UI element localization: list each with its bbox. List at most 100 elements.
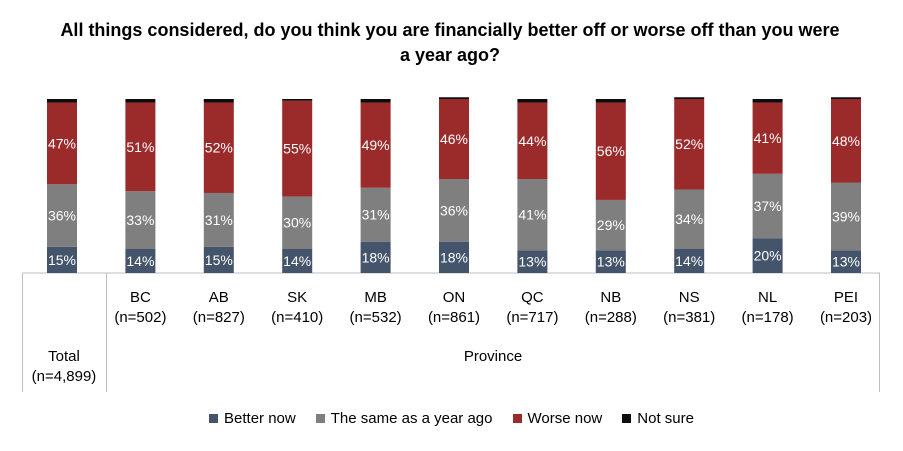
category-label-10-line1: PEI xyxy=(833,289,859,306)
data-label-better-3: 14% xyxy=(283,253,311,269)
bar-segment-better-5 xyxy=(439,241,469,273)
data-label-same-9: 37% xyxy=(754,198,782,214)
bar-segment-same-5 xyxy=(439,179,469,242)
category-label-4-line1: MB xyxy=(364,289,387,306)
data-label-same-10: 39% xyxy=(832,208,860,224)
bar-segment-same-0 xyxy=(47,184,77,247)
category-label-3-line1: SK xyxy=(287,289,308,306)
total-label-line2: (n=4,899) xyxy=(31,368,97,385)
bar-segment-better-1 xyxy=(125,248,156,273)
category-label-10-line2: (n=203) xyxy=(819,309,873,326)
bar-segment-better-2 xyxy=(203,246,234,273)
bar-segment-notsure-0 xyxy=(47,99,77,103)
category-label-4-line2: (n=532) xyxy=(349,309,402,326)
bar-segment-notsure-8 xyxy=(674,97,705,99)
data-label-worse-9: 41% xyxy=(754,130,782,146)
bar-segment-same-1 xyxy=(125,191,156,249)
data-label-better-2: 15% xyxy=(205,252,233,268)
bar-segment-better-9 xyxy=(752,238,783,273)
data-label-same-6: 41% xyxy=(518,207,546,223)
legend-swatch-better-now xyxy=(209,414,219,423)
legend-label-worse-now: Worse now xyxy=(527,410,603,427)
bar-segment-worse-5 xyxy=(439,99,469,180)
data-label-worse-8: 52% xyxy=(675,136,703,152)
bar-segment-same-3 xyxy=(282,196,313,249)
category-label-2-line1: AB xyxy=(208,289,229,306)
bar-segment-worse-7 xyxy=(595,102,626,200)
data-label-worse-10: 48% xyxy=(832,133,860,149)
bar-segment-worse-10 xyxy=(831,99,861,183)
data-label-same-3: 30% xyxy=(283,215,311,231)
data-label-worse-4: 49% xyxy=(362,137,390,153)
bar-segment-worse-9 xyxy=(752,102,783,174)
data-label-worse-1: 51% xyxy=(126,139,154,155)
category-label-8-line2: (n=381) xyxy=(663,309,716,326)
bar-segment-better-0 xyxy=(47,246,77,273)
bar-segment-worse-1 xyxy=(125,102,156,192)
category-label-6-line2: (n=717) xyxy=(506,309,559,326)
legend-item-not-sure: Not sure xyxy=(622,410,694,427)
legend-swatch-not-sure xyxy=(622,414,632,423)
bar-segment-worse-3 xyxy=(282,100,313,197)
data-label-same-2: 31% xyxy=(205,212,233,228)
category-label-3-line2: (n=410) xyxy=(271,309,324,326)
bar-segment-notsure-9 xyxy=(752,99,783,103)
bar-segment-better-10 xyxy=(831,250,861,273)
data-label-better-7: 13% xyxy=(597,254,625,270)
bar-segment-worse-4 xyxy=(360,102,391,188)
bar-segment-notsure-7 xyxy=(595,99,626,103)
bar-segment-better-6 xyxy=(517,250,548,273)
category-label-7-line2: (n=288) xyxy=(584,309,637,326)
category-label-9-line2: (n=178) xyxy=(741,309,794,326)
legend-item-worse-now: Worse now xyxy=(512,410,603,427)
data-label-worse-6: 44% xyxy=(518,133,546,149)
category-label-5-line2: (n=861) xyxy=(427,309,481,326)
bar-segment-worse-6 xyxy=(517,102,548,180)
data-label-same-1: 33% xyxy=(126,212,154,228)
bar-segment-better-7 xyxy=(595,250,626,273)
data-label-same-8: 34% xyxy=(675,211,703,227)
bar-segment-better-3 xyxy=(282,248,313,273)
bar-segment-notsure-5 xyxy=(439,97,469,99)
bar-segment-worse-8 xyxy=(674,99,705,190)
legend-label-not-sure: Not sure xyxy=(637,410,694,427)
data-label-worse-5: 46% xyxy=(440,131,468,147)
data-label-better-9: 20% xyxy=(754,248,782,264)
bar-segment-notsure-10 xyxy=(831,97,861,99)
data-label-better-4: 18% xyxy=(362,249,390,265)
category-label-7-line1: NB xyxy=(600,289,622,306)
bar-segment-notsure-1 xyxy=(125,99,156,103)
bar-segment-worse-2 xyxy=(203,102,234,193)
total-label-line1: Total xyxy=(48,348,80,365)
data-label-same-4: 31% xyxy=(362,207,390,223)
bar-segment-notsure-6 xyxy=(517,99,548,103)
province-group-label: Province xyxy=(463,348,523,365)
legend-swatch-worse-now xyxy=(512,414,522,423)
data-label-worse-2: 52% xyxy=(205,140,233,156)
category-label-2-line2: (n=827) xyxy=(192,309,245,326)
bar-segment-same-9 xyxy=(752,173,783,239)
data-label-same-7: 29% xyxy=(597,217,625,233)
data-label-better-6: 13% xyxy=(518,254,546,270)
data-label-same-5: 36% xyxy=(440,202,468,218)
category-label-8-line1: NS xyxy=(678,289,700,306)
category-label-1-line2: (n=502) xyxy=(114,309,167,326)
category-label-6-line1: QC xyxy=(521,289,544,306)
bar-segment-same-2 xyxy=(203,192,234,247)
data-label-better-1: 14% xyxy=(126,253,154,269)
category-label-1-line1: BC xyxy=(129,289,151,306)
bar-segment-same-4 xyxy=(360,187,391,242)
bar-segment-notsure-3 xyxy=(282,99,313,101)
data-label-better-10: 13% xyxy=(832,254,860,270)
data-label-better-8: 14% xyxy=(675,253,703,269)
legend-swatch-same xyxy=(315,414,325,423)
data-label-worse-0: 47% xyxy=(48,135,76,151)
bar-segment-same-8 xyxy=(674,189,705,249)
chart-title: All things considered, do you think you … xyxy=(60,20,840,65)
bar-segment-notsure-4 xyxy=(360,99,391,103)
bar-segment-same-6 xyxy=(517,179,548,251)
data-label-better-5: 18% xyxy=(440,249,468,265)
data-label-same-0: 36% xyxy=(48,208,76,224)
bar-segment-better-8 xyxy=(674,248,705,273)
